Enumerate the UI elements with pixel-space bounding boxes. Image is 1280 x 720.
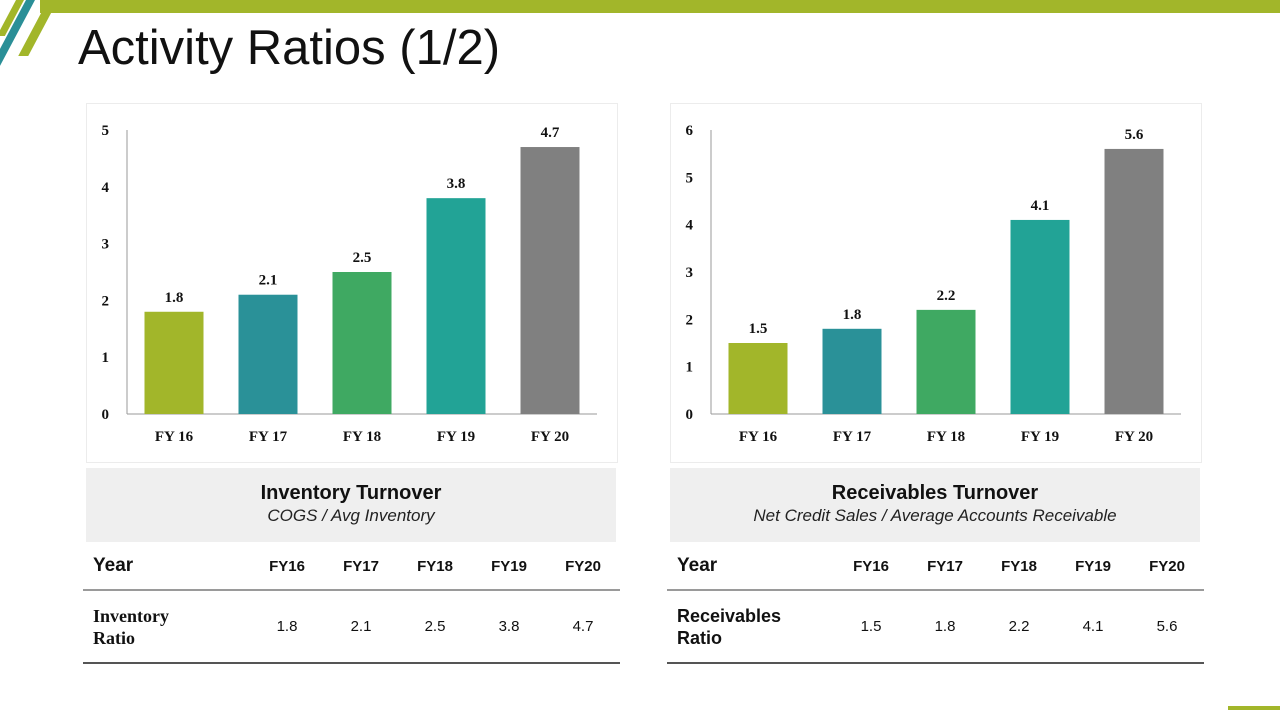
page-title: Activity Ratios (1/2) [78,21,501,75]
y-tick-label: 0 [686,407,694,423]
column-header: FY16 [853,557,889,575]
y-tick-label: 2 [102,293,110,309]
data-label: 1.8 [843,307,862,323]
table-cell: 5.6 [1156,618,1178,635]
table-cell: 4.1 [1082,618,1104,635]
table-header-row: Year FY16 FY17 FY18 FY19 FY20 [667,543,1204,590]
bar-fy-19 [426,198,486,414]
y-tick-label: 5 [102,123,110,139]
table-cell: 2.5 [424,618,446,635]
column-header: FY16 [269,557,305,575]
data-label: 2.1 [259,273,278,289]
table-row: Receivables Ratio 1.5 1.8 2.2 4.1 5.6 [667,590,1204,663]
data-label: 1.5 [749,321,768,337]
caption-formula: Net Credit Sales / Average Accounts Rece… [753,506,1117,525]
y-tick-label: 1 [102,350,110,366]
inventory-turnover-chart: 0 1 2 3 4 5 1.8 FY 16 2.1 FY 17 2.5 FY 18 3.8 FY 19 4.… [86,103,618,463]
year-header: Year [93,555,134,576]
data-label: 4.1 [1031,198,1050,214]
table-cell: 2.2 [1008,618,1030,635]
x-tick-label: FY 17 [249,429,288,445]
inventory-turnover-chart-svg: 0 1 2 3 4 5 1.8 FY 16 2.1 FY 17 2.5 FY 18 3.8 FY 19 4.… [102,123,597,445]
table-cell: 1.5 [860,618,882,635]
bar-fy-16 [728,343,788,414]
table-cell: 1.8 [276,618,298,635]
table-header-row: Year FY16 FY17 FY18 FY19 FY20 [83,543,620,590]
data-label: 1.8 [165,290,184,306]
bar-fy-20 [1104,148,1164,414]
y-tick-label: 4 [686,218,694,234]
bar-fy-17 [822,328,882,414]
y-tick-label: 0 [102,407,110,423]
data-label: 3.8 [447,176,466,192]
column-header: FY17 [927,557,963,575]
y-tick-label: 6 [686,123,694,139]
bottom-accent-bar [1228,706,1280,710]
inventory-turnover-caption: Inventory Turnover COGS / Avg Inventory [86,468,616,542]
column-header: FY17 [343,557,379,575]
data-label: 4.7 [541,125,560,141]
data-label: 2.2 [937,288,956,304]
row-label-text: Receivables Ratio [677,605,782,648]
caption-formula: COGS / Avg Inventory [267,506,435,525]
column-header: FY19 [1075,557,1111,575]
x-tick-label: FY 18 [343,429,381,445]
y-tick-label: 3 [102,237,110,253]
column-header: FY19 [491,557,527,575]
data-label: 2.5 [353,250,372,266]
caption-title: Inventory Turnover [260,482,442,504]
receivables-turnover-caption: Receivables Turnover Net Credit Sales / … [670,468,1200,542]
bar-fy-16 [144,311,204,414]
caption-title: Receivables Turnover [831,482,1039,504]
year-header: Year [677,555,718,576]
data-label: 5.6 [1125,127,1144,143]
column-header: FY18 [417,557,453,575]
table-cell: 4.7 [572,618,594,635]
x-tick-label: FY 16 [155,429,194,445]
receivables-turnover-chart-svg: 0 1 2 3 4 5 6 1.5 FY 16 1.8 FY 17 2.2 FY 18 4.1 FY 19 5… [686,123,1181,445]
y-tick-label: 5 [686,170,694,186]
row-label: Receivables Ratio [667,590,834,663]
column-header: FY18 [1001,557,1037,575]
bar-fy-18 [332,272,392,414]
column-header: FY20 [1149,557,1185,575]
top-accent-bar [40,0,1280,13]
x-tick-label: FY 17 [833,429,872,445]
x-tick-label: FY 20 [531,429,569,445]
x-tick-label: FY 16 [739,429,778,445]
x-tick-label: FY 18 [927,429,965,445]
x-tick-label: FY 20 [1115,429,1153,445]
y-tick-label: 1 [686,360,694,376]
table-row: Inventory Ratio 1.8 2.1 2.5 3.8 4.7 [83,590,620,663]
table-cell: 2.1 [350,618,372,635]
table-cell: 1.8 [934,618,956,635]
x-tick-label: FY 19 [1021,429,1059,445]
bar-fy-17 [238,294,298,414]
receivables-turnover-chart: 0 1 2 3 4 5 6 1.5 FY 16 1.8 FY 17 2.2 FY 18 4.1 FY 19 5… [670,103,1202,463]
y-tick-label: 3 [686,265,694,281]
row-label-text: Inventory Ratio [93,605,169,648]
y-tick-label: 2 [686,312,694,328]
inventory-ratio-table: Year FY16 FY17 FY18 FY19 FY20 Inventory … [83,543,620,664]
receivables-ratio-table: Year FY16 FY17 FY18 FY19 FY20 Receivable… [667,543,1204,664]
bar-fy-18 [916,309,976,414]
y-tick-label: 4 [102,180,110,196]
table-cell: 3.8 [498,618,520,635]
x-tick-label: FY 19 [437,429,475,445]
bar-fy-19 [1010,219,1070,414]
column-header: FY20 [565,557,601,575]
row-label: Inventory Ratio [83,590,250,663]
bar-fy-20 [520,147,580,414]
